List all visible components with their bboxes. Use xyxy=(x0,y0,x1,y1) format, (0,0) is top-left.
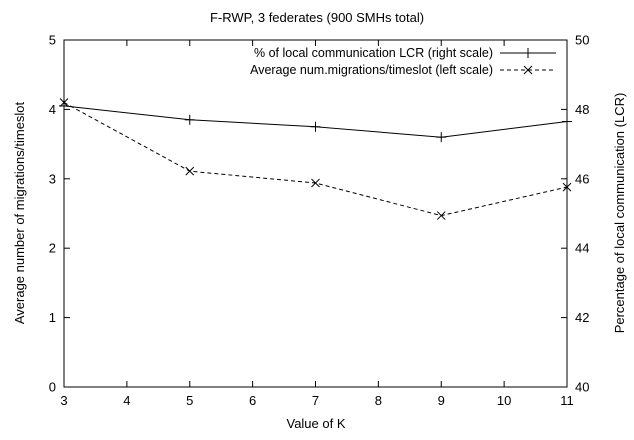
data-point-plus xyxy=(436,132,447,143)
y-tick-label-right: 44 xyxy=(575,241,589,256)
x-tick-label: 6 xyxy=(249,393,256,408)
x-tick-label: 7 xyxy=(312,393,319,408)
data-point-cross xyxy=(562,182,572,192)
y-tick-label-left: 5 xyxy=(49,33,56,48)
y-tick-label-left: 0 xyxy=(49,380,56,395)
x-tick-label: 11 xyxy=(560,393,574,408)
y-axis-label-left: Average number of migrations/timeslot xyxy=(12,101,27,324)
y-tick-label-left: 4 xyxy=(49,102,56,117)
marker-stroke xyxy=(436,211,446,220)
x-tick-label: 10 xyxy=(497,393,511,408)
chart-title: F-RWP, 3 federates (900 SMHs total) xyxy=(210,10,424,25)
data-point-cross xyxy=(59,98,69,107)
y-tick-label-right: 48 xyxy=(575,102,589,117)
marker-stroke xyxy=(311,178,320,188)
x-tick-label: 5 xyxy=(186,393,193,408)
plot-frame xyxy=(63,39,568,388)
marker-stroke xyxy=(185,166,195,176)
data-point-cross xyxy=(436,211,446,220)
x-tick-label: 8 xyxy=(375,393,382,408)
y-tick-label-right: 50 xyxy=(575,33,589,48)
x-tick-label: 9 xyxy=(438,393,445,408)
x-tick-label: 3 xyxy=(60,393,67,408)
y-tick-label-right: 40 xyxy=(575,380,589,395)
data-point-cross xyxy=(185,166,195,176)
series-line-lcr xyxy=(63,105,568,138)
ticks-layer: 3 4 5 6 7 8 9 10 11 0 1 2 3 4 5 40 42 44 46 48 50 xyxy=(49,33,590,409)
series-layer xyxy=(59,98,572,220)
y-tick-label-right: 42 xyxy=(575,310,589,325)
y-tick-label-left: 3 xyxy=(49,171,56,186)
data-point-plus xyxy=(184,114,195,125)
y-tick-label-left: 1 xyxy=(49,310,56,325)
legend-label-lcr: % of local communication LCR (right scal… xyxy=(254,46,493,60)
data-point-cross xyxy=(311,178,320,188)
data-point-plus xyxy=(310,121,321,132)
legend-marker-plus xyxy=(523,48,533,58)
data-point-plus xyxy=(562,116,572,127)
y-tick-label-left: 2 xyxy=(49,241,56,256)
marker-stroke xyxy=(59,98,69,107)
y-tick-label-right: 46 xyxy=(575,171,589,186)
marker-stroke xyxy=(562,182,572,192)
series-line-migrations xyxy=(63,102,568,217)
legend-label-migrations: Average num.migrations/timeslot (left sc… xyxy=(250,63,493,77)
legend: % of local communication LCR (right scal… xyxy=(250,46,556,77)
x-tick-label: 4 xyxy=(123,393,130,408)
x-axis-label: Value of K xyxy=(286,416,345,431)
legend-marker-cross xyxy=(523,65,533,75)
y-axis-label-right: Percentage of local communication (LCR) xyxy=(612,93,627,334)
